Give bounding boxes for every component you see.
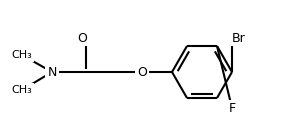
Text: CH₃: CH₃ bbox=[12, 85, 32, 95]
Text: Br: Br bbox=[232, 32, 246, 44]
Text: CH₃: CH₃ bbox=[12, 50, 32, 60]
Text: F: F bbox=[228, 101, 236, 115]
Text: N: N bbox=[47, 66, 57, 78]
Text: O: O bbox=[137, 66, 147, 78]
Text: O: O bbox=[77, 32, 87, 44]
